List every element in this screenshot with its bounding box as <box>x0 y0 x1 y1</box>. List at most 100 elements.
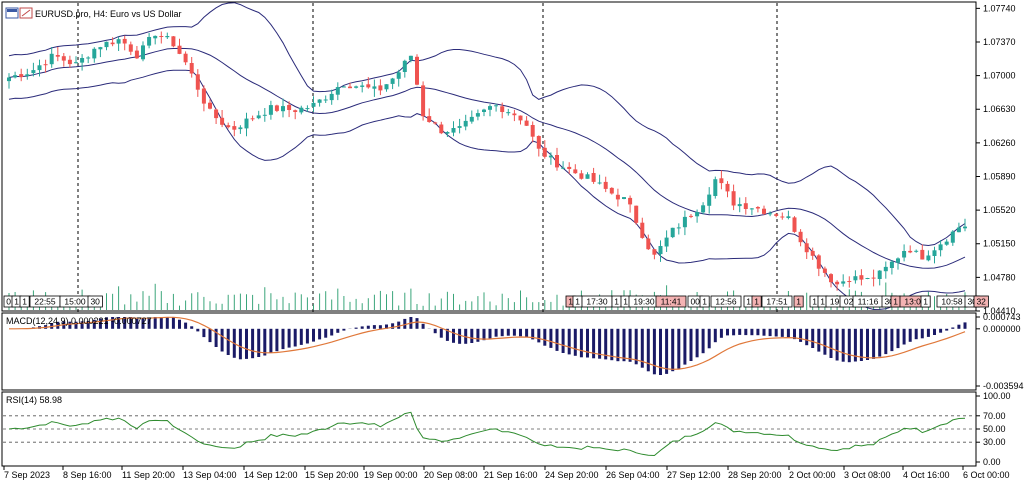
candle[interactable] <box>530 121 535 143</box>
candle[interactable] <box>877 270 882 286</box>
candle[interactable] <box>950 230 955 246</box>
candle[interactable] <box>92 47 97 63</box>
candle[interactable] <box>883 261 888 279</box>
candle[interactable] <box>67 55 72 68</box>
candle[interactable] <box>896 257 900 270</box>
candle[interactable] <box>311 96 316 112</box>
candle[interactable] <box>293 109 298 120</box>
candle[interactable] <box>822 266 827 277</box>
candle[interactable] <box>664 230 669 252</box>
candle[interactable] <box>707 187 712 214</box>
candle[interactable] <box>335 82 340 101</box>
candle[interactable] <box>153 35 158 45</box>
candle[interactable] <box>640 217 645 239</box>
candle[interactable] <box>195 69 200 97</box>
candle[interactable] <box>287 101 292 118</box>
macd-panel[interactable] <box>1 312 977 391</box>
candle[interactable] <box>542 140 547 159</box>
candle[interactable] <box>768 211 773 217</box>
candle[interactable] <box>43 59 48 73</box>
candle[interactable] <box>451 121 456 137</box>
candle[interactable] <box>415 54 419 86</box>
candle[interactable] <box>463 114 468 131</box>
candle[interactable] <box>652 249 657 260</box>
candle[interactable] <box>250 115 255 122</box>
candle[interactable] <box>25 68 30 80</box>
candle[interactable] <box>548 152 553 165</box>
candle[interactable] <box>816 254 821 277</box>
candle[interactable] <box>847 276 852 288</box>
candle[interactable] <box>427 108 432 123</box>
candle[interactable] <box>518 115 523 125</box>
candle[interactable] <box>189 57 194 78</box>
candle[interactable] <box>902 244 907 262</box>
candle[interactable] <box>329 89 334 105</box>
candle[interactable] <box>201 85 206 112</box>
candle[interactable] <box>737 197 742 213</box>
candle[interactable] <box>701 202 706 215</box>
candle[interactable] <box>676 223 681 235</box>
candle[interactable] <box>670 227 675 239</box>
candle[interactable] <box>104 41 109 51</box>
candle[interactable] <box>238 125 243 134</box>
candle[interactable] <box>183 51 188 66</box>
candle[interactable] <box>402 59 407 78</box>
candle[interactable] <box>762 205 766 216</box>
candle[interactable] <box>561 161 566 170</box>
candle[interactable] <box>31 62 36 77</box>
candle[interactable] <box>360 82 365 93</box>
candle[interactable] <box>695 209 700 223</box>
candle[interactable] <box>13 71 18 79</box>
candle[interactable] <box>524 116 529 126</box>
candle[interactable] <box>646 234 651 250</box>
candle[interactable] <box>865 277 870 280</box>
candle[interactable] <box>804 238 809 259</box>
candle[interactable] <box>147 32 152 49</box>
candle[interactable] <box>500 102 505 119</box>
candle[interactable] <box>49 47 54 68</box>
candle[interactable] <box>299 105 304 115</box>
candle[interactable] <box>488 104 492 117</box>
candle[interactable] <box>214 108 219 124</box>
candle[interactable] <box>7 73 11 89</box>
candle[interactable] <box>689 214 693 219</box>
candle[interactable] <box>926 250 931 262</box>
candle[interactable] <box>171 36 176 48</box>
candle[interactable] <box>658 240 663 262</box>
candle[interactable] <box>177 38 182 55</box>
candle[interactable] <box>134 46 139 59</box>
candle[interactable] <box>853 270 858 284</box>
candle[interactable] <box>579 170 584 180</box>
candle[interactable] <box>55 47 60 62</box>
candle[interactable] <box>122 35 127 51</box>
candle[interactable] <box>682 210 687 236</box>
candle[interactable] <box>920 244 925 260</box>
candle[interactable] <box>841 274 846 287</box>
candle[interactable] <box>354 85 359 89</box>
candle[interactable] <box>80 54 85 71</box>
candle[interactable] <box>585 172 590 179</box>
candle[interactable] <box>19 68 24 82</box>
candle[interactable] <box>603 176 608 193</box>
candle[interactable] <box>86 56 91 64</box>
candle[interactable] <box>220 110 225 128</box>
candle[interactable] <box>914 249 919 253</box>
candle[interactable] <box>475 109 480 121</box>
candle[interactable] <box>634 205 639 225</box>
candle[interactable] <box>256 110 261 120</box>
candle[interactable] <box>232 121 237 137</box>
candle[interactable] <box>348 82 352 89</box>
candle[interactable] <box>908 245 913 254</box>
candle[interactable] <box>798 229 803 247</box>
candle[interactable] <box>755 206 760 213</box>
candle[interactable] <box>956 222 961 233</box>
candle[interactable] <box>871 269 876 287</box>
candle[interactable] <box>366 77 371 89</box>
candle[interactable] <box>628 195 633 213</box>
candle[interactable] <box>421 81 426 121</box>
candle[interactable] <box>37 59 42 77</box>
candle[interactable] <box>835 280 840 291</box>
candle[interactable] <box>506 108 511 116</box>
candle[interactable] <box>573 164 578 174</box>
candle[interactable] <box>128 41 133 56</box>
